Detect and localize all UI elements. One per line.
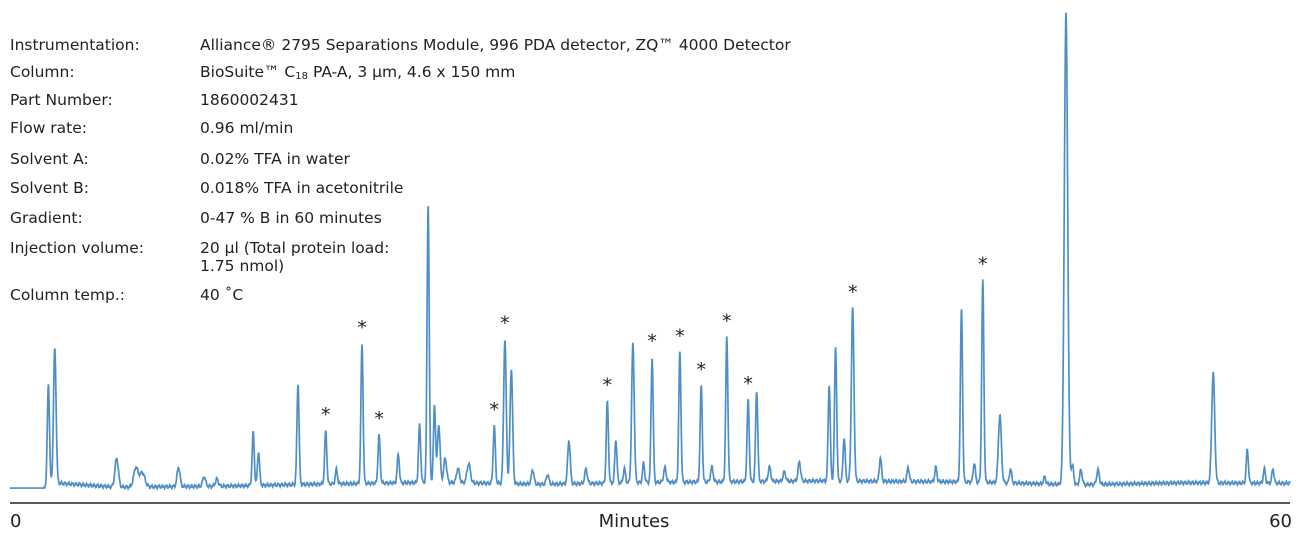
chromatogram-trace: [10, 12, 1291, 491]
param-value: 0.96 ml/min: [200, 119, 294, 137]
peak-star-marker: *: [696, 359, 706, 381]
x-tick-label-end: 60: [1269, 511, 1292, 532]
peak-star-marker: *: [500, 313, 510, 335]
param-label: Solvent A:: [10, 150, 89, 168]
param-label: Flow rate:: [10, 119, 88, 137]
param-label: Solvent B:: [10, 179, 90, 197]
peak-markers: * * * * * * * * * * * * *: [321, 254, 988, 431]
peak-star-marker: *: [675, 326, 685, 348]
x-tick-label-start: 0: [10, 511, 21, 532]
param-value: 0.018% TFA in acetonitrile: [200, 179, 404, 197]
param-value: BioSuite™ C18 PA-A, 3 µm, 4.6 x 150 mm: [200, 63, 516, 82]
peak-star-marker: *: [722, 311, 732, 333]
peak-star-marker: *: [603, 375, 613, 397]
peak-star-marker: *: [978, 254, 988, 276]
param-value: 40 ˚C: [200, 286, 244, 304]
peak-star-marker: *: [647, 331, 657, 353]
peak-star-marker: *: [743, 373, 753, 395]
param-label: Gradient:: [10, 209, 83, 227]
param-value: 1860002431: [200, 91, 299, 109]
peak-star-marker: *: [321, 404, 331, 426]
peak-star-marker: *: [848, 281, 858, 303]
param-label: Injection volume:: [10, 239, 145, 257]
param-label: Column temp.:: [10, 286, 125, 304]
param-value: 0.02% TFA in water: [200, 150, 350, 168]
param-label: Column:: [10, 63, 75, 81]
param-value: 20 µl (Total protein load: 1.75 nmol): [200, 239, 390, 275]
param-label: Part Number:: [10, 91, 113, 109]
x-axis-label: Minutes: [599, 511, 670, 532]
param-value: 0-47 % B in 60 minutes: [200, 209, 382, 227]
peak-star-marker: *: [374, 408, 384, 430]
peak-star-marker: *: [357, 317, 367, 339]
param-value: Alliance® 2795 Separations Module, 996 P…: [200, 36, 791, 54]
peak-star-marker: *: [490, 399, 500, 421]
param-label: Instrumentation:: [10, 36, 140, 54]
